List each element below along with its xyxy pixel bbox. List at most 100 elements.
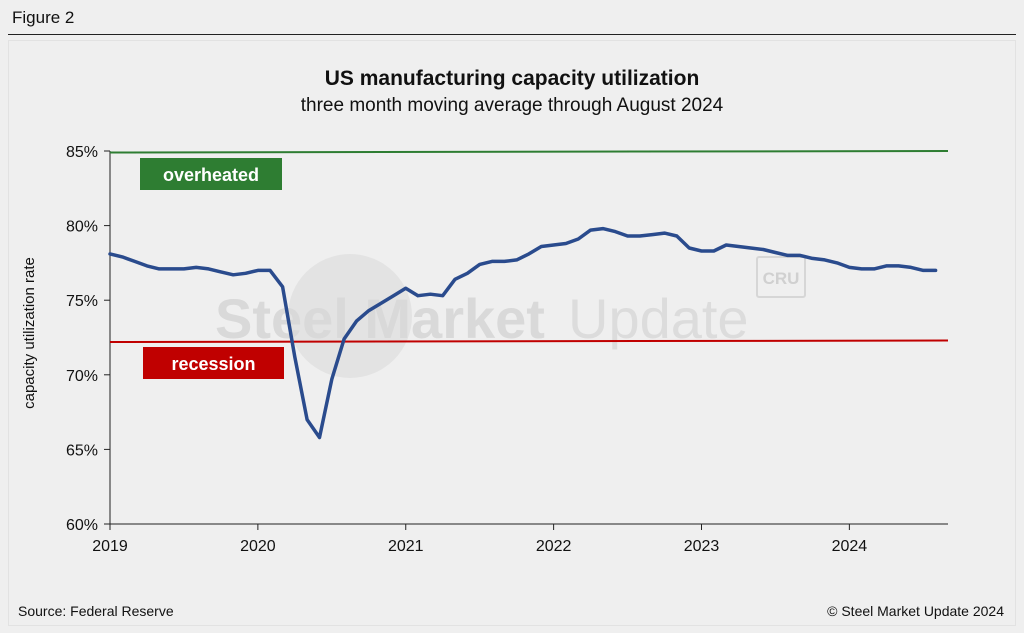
watermark: Steel Market Update CRU (215, 254, 806, 378)
watermark-badge-box (756, 256, 806, 298)
x-tick-label: 2019 (92, 538, 128, 555)
data-point (108, 252, 111, 255)
data-point (897, 264, 900, 267)
source-note: Source: Federal Reserve (18, 603, 174, 619)
data-point (121, 255, 124, 258)
data-point (367, 309, 370, 312)
y-tick-label: 75% (66, 293, 98, 310)
data-point (577, 237, 580, 240)
axes (109, 151, 948, 525)
x-tick-label: 2021 (388, 538, 424, 555)
recession-badge: recession (143, 347, 284, 379)
data-point (133, 260, 136, 263)
chart-panel (8, 40, 1016, 626)
chart-subtitle: three month moving average through Augus… (301, 95, 724, 116)
data-point (700, 249, 703, 252)
data-point (429, 293, 432, 296)
y-tick-label: 70% (66, 368, 98, 385)
x-tick-label: 2022 (536, 538, 572, 555)
data-point (626, 234, 629, 237)
y-tick-label: 85% (66, 144, 98, 161)
data-point (219, 270, 222, 273)
data-point (811, 257, 814, 260)
overheated-line (109, 150, 949, 154)
data-point (835, 261, 838, 264)
data-point (638, 234, 641, 237)
data-point (872, 267, 875, 270)
data-point (601, 227, 604, 230)
data-point (823, 258, 826, 261)
data-point (182, 267, 185, 270)
data-point (195, 266, 198, 269)
y-tick-label: 60% (66, 517, 98, 534)
data-point (306, 418, 309, 421)
watermark-globe (288, 254, 412, 378)
data-point (774, 251, 777, 254)
data-point (170, 267, 173, 270)
data-point (466, 272, 469, 275)
data-point (749, 246, 752, 249)
data-point (922, 269, 925, 272)
series-line (108, 226, 938, 440)
watermark-badge: CRU (763, 269, 800, 288)
data-point (416, 294, 419, 297)
data-point (934, 269, 937, 272)
data-point (244, 272, 247, 275)
reference-lines (109, 150, 949, 343)
data-point (503, 260, 506, 263)
data-point (909, 266, 912, 269)
overheated-badge: overheated (140, 158, 282, 190)
watermark-brand-light: Update (568, 287, 749, 350)
y-tick-label: 65% (66, 442, 98, 459)
data-point (478, 263, 481, 266)
data-point (145, 264, 148, 267)
data-point (330, 378, 333, 381)
chart-title: US manufacturing capacity utilization (325, 67, 700, 90)
data-point (688, 246, 691, 249)
data-point (342, 337, 345, 340)
data-point (515, 258, 518, 261)
data-point (589, 228, 592, 231)
recession-badge-box (143, 347, 284, 379)
data-point (885, 264, 888, 267)
data-point (490, 260, 493, 263)
x-tick-label: 2020 (240, 538, 276, 555)
y-ticks: 60% 65% 70% 75% 80% 85% (66, 144, 110, 534)
data-point (651, 233, 654, 236)
x-tick-label: 2024 (832, 538, 868, 555)
figure-label: Figure 2 (12, 8, 75, 27)
data-point (737, 245, 740, 248)
data-point (355, 319, 358, 322)
y-tick-label: 80% (66, 219, 98, 236)
data-point (848, 266, 851, 269)
data-point (392, 294, 395, 297)
data-point (453, 278, 456, 281)
data-point (232, 273, 235, 276)
overheated-badge-box (140, 158, 282, 190)
data-point (725, 243, 728, 246)
recession-label: recession (171, 354, 255, 374)
data-point (762, 248, 765, 251)
data-point (552, 243, 555, 246)
data-point (564, 242, 567, 245)
data-point (404, 287, 407, 290)
copyright-note: © Steel Market Update 2024 (827, 603, 1004, 619)
overheated-label: overheated (163, 165, 259, 185)
data-point (281, 285, 284, 288)
data-point (663, 231, 666, 234)
data-point (318, 436, 321, 439)
recession-line (109, 339, 949, 343)
data-point (269, 269, 272, 272)
data-point (527, 252, 530, 255)
x-tick-label: 2023 (684, 538, 720, 555)
data-point (256, 269, 259, 272)
data-point (860, 267, 863, 270)
data-point (675, 234, 678, 237)
data-point (540, 245, 543, 248)
x-ticks: 2019 2020 2021 2022 2023 2024 (92, 524, 867, 555)
data-point (712, 249, 715, 252)
data-point (379, 302, 382, 305)
data-point (207, 267, 210, 270)
data-point (799, 254, 802, 257)
